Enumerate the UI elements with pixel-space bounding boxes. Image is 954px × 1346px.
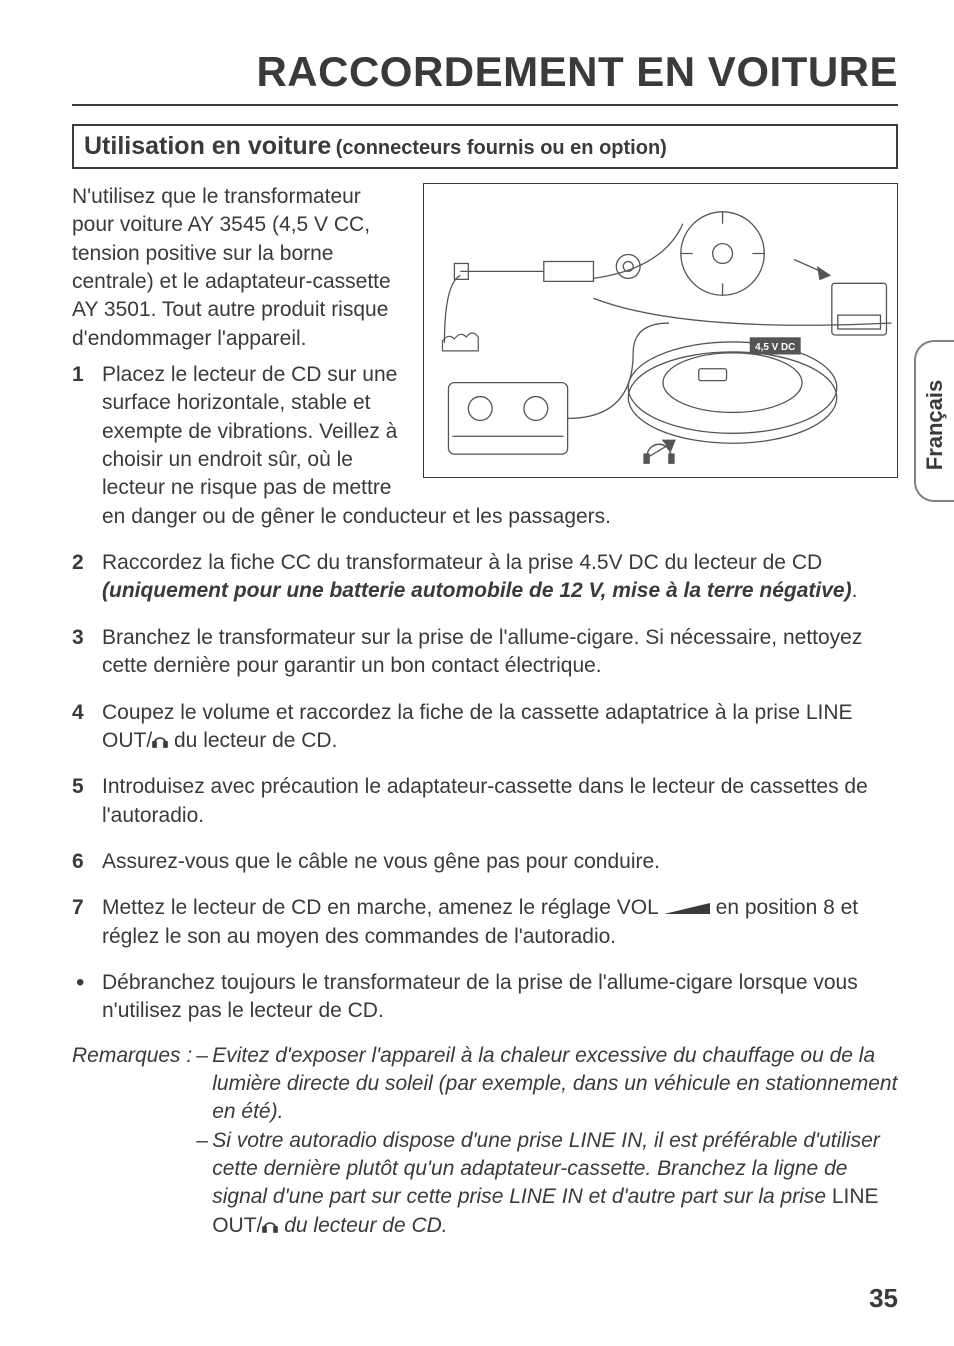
page-number: 35 <box>869 1283 898 1314</box>
step-1: Placez le lecteur de CD sur une surface … <box>72 361 898 531</box>
remark-text: Si votre autoradio dispose d'une prise L… <box>212 1129 880 1209</box>
section-subheading: (connecteurs fournis ou en option) <box>336 137 667 159</box>
language-tab: Français <box>914 340 954 502</box>
step-6: Assurez-vous que le câble ne vous gêne p… <box>72 848 898 876</box>
dc-label: 4,5 V DC <box>755 342 795 353</box>
step-text: Assurez-vous que le câble ne vous gêne p… <box>102 850 660 873</box>
headphone-icon <box>262 1214 278 1230</box>
step-text: Raccordez la fiche CC du transformateur … <box>102 551 822 574</box>
step-text-post: . <box>852 579 858 602</box>
step-text: Placez le lecteur de CD sur une surface … <box>102 363 611 528</box>
step-5: Introduisez avec précaution le adaptateu… <box>72 773 898 830</box>
language-label: Français <box>922 360 948 490</box>
remark-text: Evitez d'exposer l'appareil à la chaleur… <box>212 1044 897 1124</box>
step-7: Mettez le lecteur de CD en marche, amene… <box>72 894 898 951</box>
remark-text-post: du lecteur de CD. <box>278 1214 447 1237</box>
remarks-label: Remarques : <box>72 1042 196 1240</box>
bullet-list: Débranchez toujours le transformateur de… <box>72 969 898 1026</box>
step-emphasis: (uniquement pour une batterie automobile… <box>102 579 852 602</box>
step-text-post: du lecteur de CD. <box>168 729 337 752</box>
remark-2: Si votre autoradio dispose d'une prise L… <box>196 1127 898 1240</box>
step-3: Branchez le transformateur sur la prise … <box>72 624 898 681</box>
step-text: Mettez le lecteur de CD en marche, amene… <box>102 896 664 919</box>
volume-wedge-icon <box>664 894 710 905</box>
title-rule <box>72 104 898 106</box>
remarks-block: Remarques : Evitez d'exposer l'appareil … <box>72 1042 898 1240</box>
bullet-item: Débranchez toujours le transformateur de… <box>72 969 898 1026</box>
section-heading: Utilisation en voiture <box>84 132 331 160</box>
step-2: Raccordez la fiche CC du transformateur … <box>72 549 898 606</box>
headphone-icon <box>152 729 168 745</box>
steps-list: Placez le lecteur de CD sur une surface … <box>72 361 898 951</box>
page-title: RACCORDEMENT EN VOITURE <box>72 48 898 96</box>
step-text: Branchez le transformateur sur la prise … <box>102 626 862 677</box>
step-text: Introduisez avec précaution le adaptateu… <box>102 775 868 826</box>
step-4: Coupez le volume et raccordez la fiche d… <box>72 699 898 756</box>
section-heading-box: Utilisation en voiture (connecteurs four… <box>72 124 898 169</box>
remark-1: Evitez d'exposer l'appareil à la chaleur… <box>196 1042 898 1127</box>
